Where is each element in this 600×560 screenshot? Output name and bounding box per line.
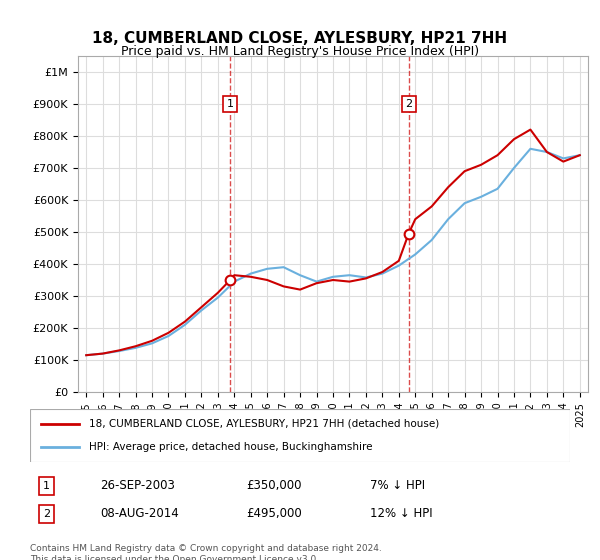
Text: 2: 2: [405, 99, 412, 109]
Text: 1: 1: [43, 480, 50, 491]
Text: 18, CUMBERLAND CLOSE, AYLESBURY, HP21 7HH: 18, CUMBERLAND CLOSE, AYLESBURY, HP21 7H…: [92, 31, 508, 46]
Text: 1: 1: [227, 99, 233, 109]
Text: Price paid vs. HM Land Registry's House Price Index (HPI): Price paid vs. HM Land Registry's House …: [121, 45, 479, 58]
Text: HPI: Average price, detached house, Buckinghamshire: HPI: Average price, detached house, Buck…: [89, 442, 373, 452]
Text: 2: 2: [43, 509, 50, 519]
Text: 08-AUG-2014: 08-AUG-2014: [100, 507, 179, 520]
Text: £495,000: £495,000: [246, 507, 302, 520]
Text: £350,000: £350,000: [246, 479, 302, 492]
Text: Contains HM Land Registry data © Crown copyright and database right 2024.
This d: Contains HM Land Registry data © Crown c…: [30, 544, 382, 560]
FancyBboxPatch shape: [30, 409, 570, 462]
Text: 7% ↓ HPI: 7% ↓ HPI: [370, 479, 425, 492]
Text: 26-SEP-2003: 26-SEP-2003: [100, 479, 175, 492]
Text: 12% ↓ HPI: 12% ↓ HPI: [370, 507, 433, 520]
Text: 18, CUMBERLAND CLOSE, AYLESBURY, HP21 7HH (detached house): 18, CUMBERLAND CLOSE, AYLESBURY, HP21 7H…: [89, 419, 440, 429]
